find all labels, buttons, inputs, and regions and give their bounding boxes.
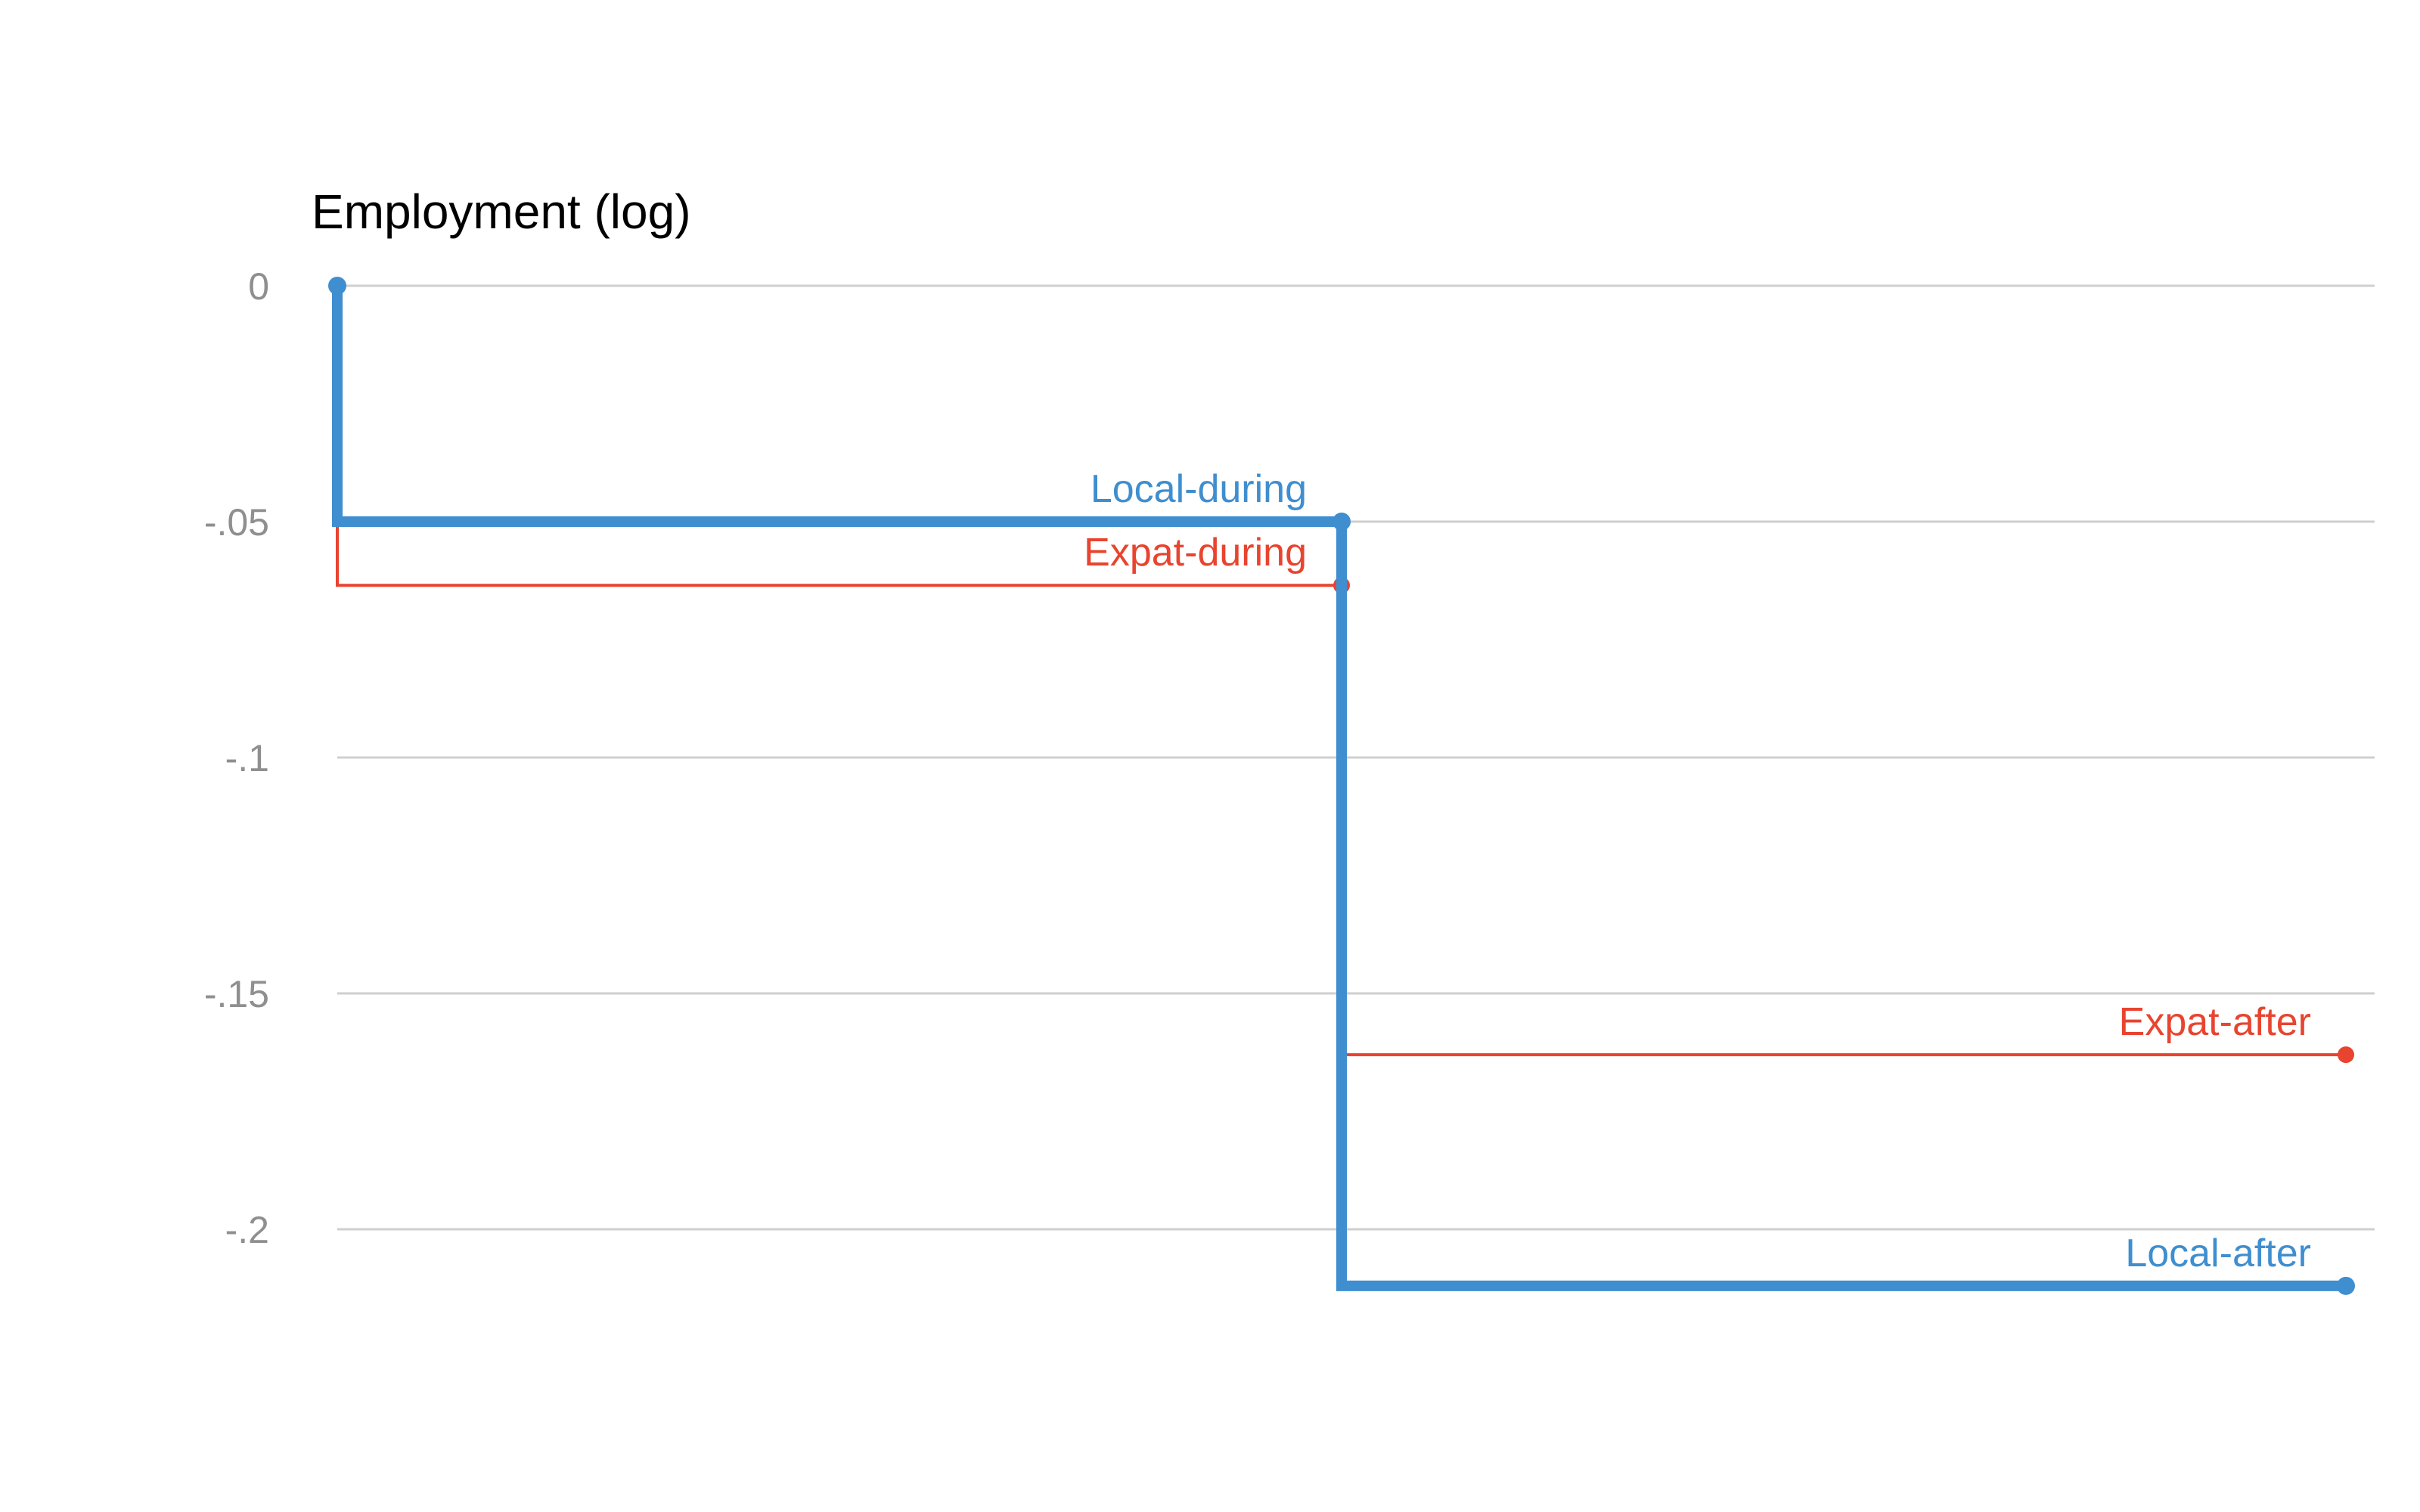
series-1-point-0 — [328, 277, 346, 295]
series-1: Local-during Local-after — [328, 277, 2355, 1295]
series-1-point-2 — [2337, 1276, 2355, 1295]
series-label: Local-after — [2125, 1232, 2311, 1275]
y-tick-label: -.1 — [225, 737, 269, 779]
series-label: Expat-during — [1084, 531, 1307, 575]
y-tick-label: -.15 — [204, 973, 269, 1015]
y-tick-label: 0 — [248, 265, 269, 308]
series-label: Expat-after — [2119, 1000, 2311, 1044]
y-tick-label: -.05 — [204, 501, 269, 544]
series-1-step-line — [332, 286, 2346, 1291]
gridlines — [337, 284, 2375, 1231]
series-0-point-2 — [2338, 1046, 2354, 1064]
series: Expat-duringExpat-afterLocal-duringLocal… — [328, 277, 2355, 1295]
y-tick-label: -.2 — [225, 1209, 269, 1251]
series-1-point-1 — [1333, 513, 1351, 531]
y-axis-ticks: 0 -.05 -.1 -.15 -.2 — [204, 265, 269, 1251]
series-label: Local-during — [1091, 467, 1307, 511]
y-axis-title: Employment (log) — [312, 184, 691, 239]
